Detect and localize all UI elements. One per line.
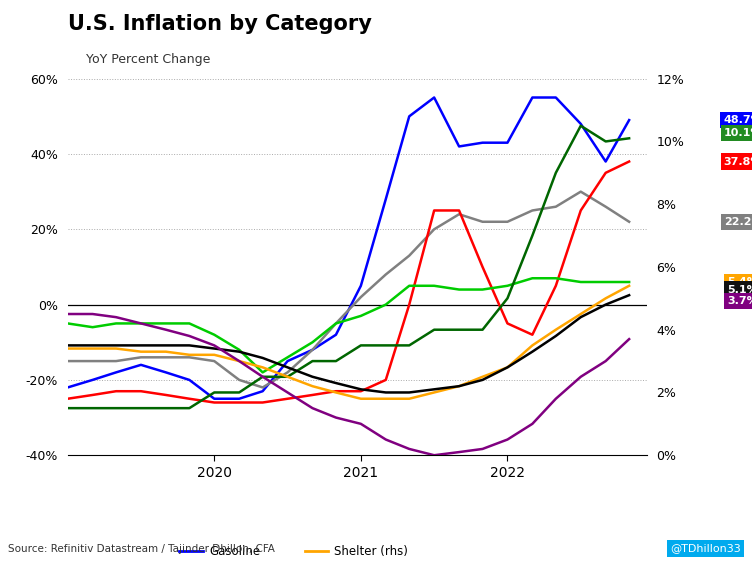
Text: Source: Refinitiv Datastream / Tajinder Dhillon, CFA: Source: Refinitiv Datastream / Tajinder …	[8, 543, 274, 554]
Legend: Gasoline, Airline Fare, Hotels, Food (rhs), Shelter (rhs), Rent (rhs), Apparel, : Gasoline, Airline Fare, Hotels, Food (rh…	[174, 540, 447, 562]
Text: 22.2%: 22.2%	[723, 217, 752, 226]
Text: YoY Percent Change: YoY Percent Change	[86, 53, 211, 66]
Text: 10.1%: 10.1%	[723, 128, 752, 138]
Text: 48.7%: 48.7%	[723, 115, 752, 125]
Text: @TDhillon33: @TDhillon33	[670, 543, 741, 554]
Text: 37.8%: 37.8%	[723, 157, 752, 166]
Text: 3.7%: 3.7%	[728, 296, 752, 306]
Text: U.S. Inflation by Category: U.S. Inflation by Category	[68, 14, 371, 34]
Text: 5.4%: 5.4%	[727, 277, 752, 287]
Text: 5.1%: 5.1%	[728, 284, 752, 294]
